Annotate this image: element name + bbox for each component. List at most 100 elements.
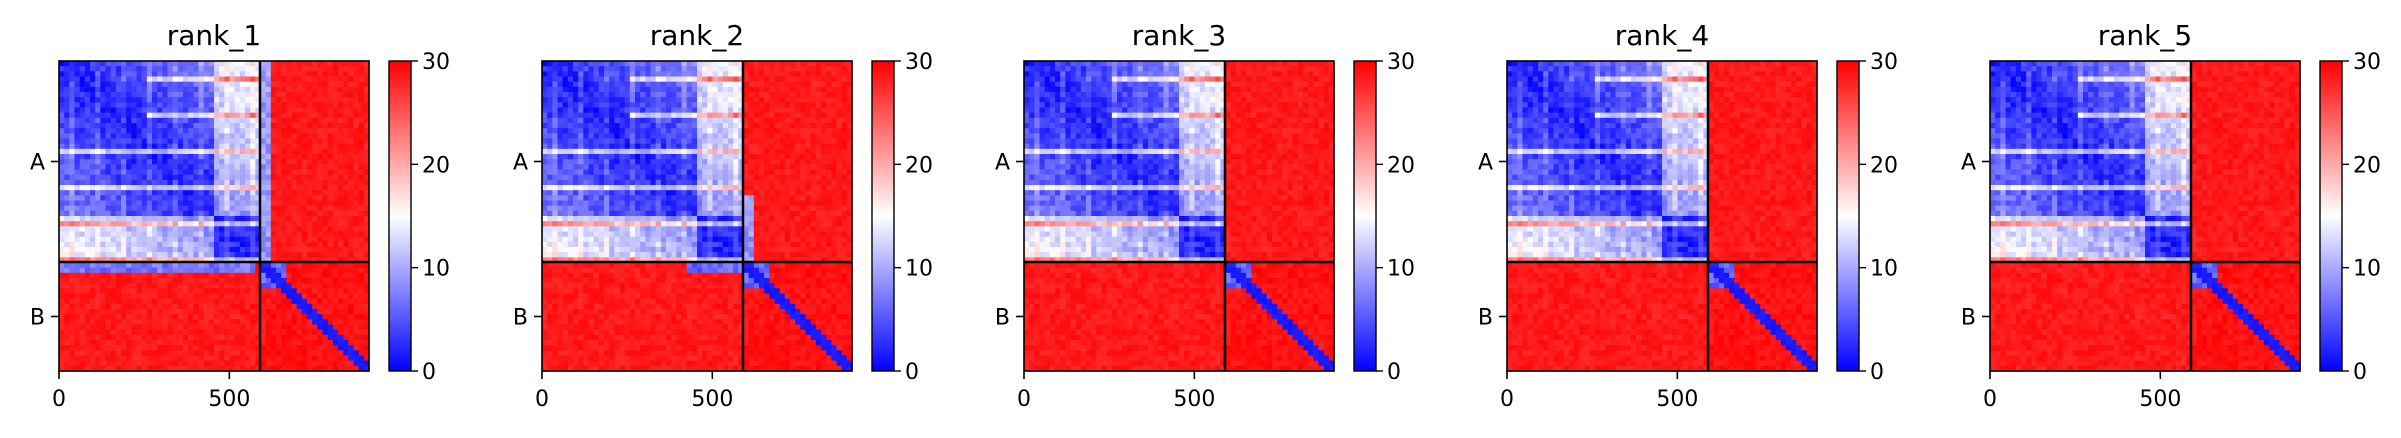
heatmap-cell [348,334,355,341]
heatmap-cell [162,257,169,264]
heatmap-cell [841,92,848,98]
heatmap-cell [250,205,256,212]
heatmap-cell [152,174,158,181]
heatmap-cell [557,148,564,155]
heatmap-cell [291,159,298,165]
heatmap-cell [343,174,349,181]
heatmap-cell [250,319,256,326]
heatmap-cell [95,81,101,88]
heatmap-cell [193,143,200,150]
heatmap-cell [317,190,324,196]
heatmap-cell [172,262,179,269]
heatmap-cell [59,185,65,191]
heatmap-cell [250,283,256,289]
heatmap-cell [291,340,298,346]
heatmap-cell [95,148,101,155]
heatmap-cell [105,205,112,212]
heatmap-cell [95,267,101,274]
heatmap-cell [177,340,184,346]
heatmap-cell [779,164,786,171]
heatmap-cell [270,340,277,346]
heatmap-cell [348,283,355,289]
heatmap-cell [265,185,272,191]
heatmap-cell [542,174,548,181]
heatmap-cell [193,210,200,217]
heatmap-cell [542,169,548,176]
heatmap-cell [59,360,65,367]
heatmap-cell [759,86,765,93]
heatmap-cell [167,334,174,341]
heatmap-cell [100,154,107,160]
heatmap-cell [177,112,184,119]
heatmap-cell [172,71,179,78]
heatmap-cell [645,117,652,124]
heatmap-cell [353,340,360,346]
heatmap-cell [348,345,355,351]
heatmap-cell [312,185,318,191]
heatmap-cell [136,293,143,300]
heatmap-cell [219,334,225,341]
heatmap-cell [59,267,65,274]
heatmap-cell [836,128,843,134]
heatmap-cell [562,164,569,171]
heatmap-cell [69,143,76,150]
heatmap-cell [234,216,241,222]
heatmap-cell [152,314,158,320]
heatmap-cell [59,138,65,145]
heatmap-cell [276,148,282,155]
heatmap-cell [224,298,231,305]
heatmap-cell [74,154,81,160]
heatmap-cell [583,123,590,129]
heatmap-cell [307,216,313,222]
heatmap-cell [748,143,755,150]
heatmap-cell [562,148,569,155]
heatmap-cell [790,81,796,88]
heatmap-cell [322,66,329,72]
heatmap-cell [764,112,770,119]
heatmap-cell [733,128,739,134]
heatmap-cell [640,66,646,72]
heatmap-cell [717,164,724,171]
heatmap-cell [276,107,282,114]
heatmap-cell [214,216,220,222]
heatmap-cell [131,159,138,165]
heatmap-cell [245,365,251,372]
heatmap-cell [836,112,843,119]
heatmap-cell [846,86,853,93]
heatmap-cell [193,164,200,171]
heatmap-cell [676,169,683,176]
heatmap-cell [281,179,287,186]
heatmap-cell [343,143,349,150]
heatmap-cell [64,195,70,202]
heatmap-cell [245,107,251,114]
heatmap-cell [157,329,163,336]
heatmap-cell [338,205,344,212]
heatmap-cell [353,221,360,227]
heatmap-cell [239,159,246,165]
heatmap-cell [666,76,672,83]
heatmap-cell [79,86,86,93]
heatmap-cell [317,319,324,326]
heatmap-cell [624,169,631,176]
heatmap-cell [327,324,334,331]
heatmap-cell [327,128,334,134]
heatmap-cell [69,278,76,284]
heatmap-cell [188,190,194,196]
heatmap-cell [583,107,590,114]
heatmap-cell [208,226,215,233]
heatmap-cell [177,303,184,310]
heatmap-cell [105,293,112,300]
heatmap-cell [281,159,287,165]
heatmap-cell [162,107,169,114]
heatmap-cell [110,200,117,207]
heatmap-cell [121,365,127,372]
heatmap-cell [291,309,298,315]
heatmap-cell [141,303,148,310]
heatmap-cell [188,360,194,367]
heatmap-cell [105,210,112,217]
heatmap-cell [172,133,179,140]
heatmap-cell [146,267,153,274]
heatmap-cell [74,123,81,129]
heatmap-cell [363,107,370,114]
heatmap-cell [208,334,215,341]
